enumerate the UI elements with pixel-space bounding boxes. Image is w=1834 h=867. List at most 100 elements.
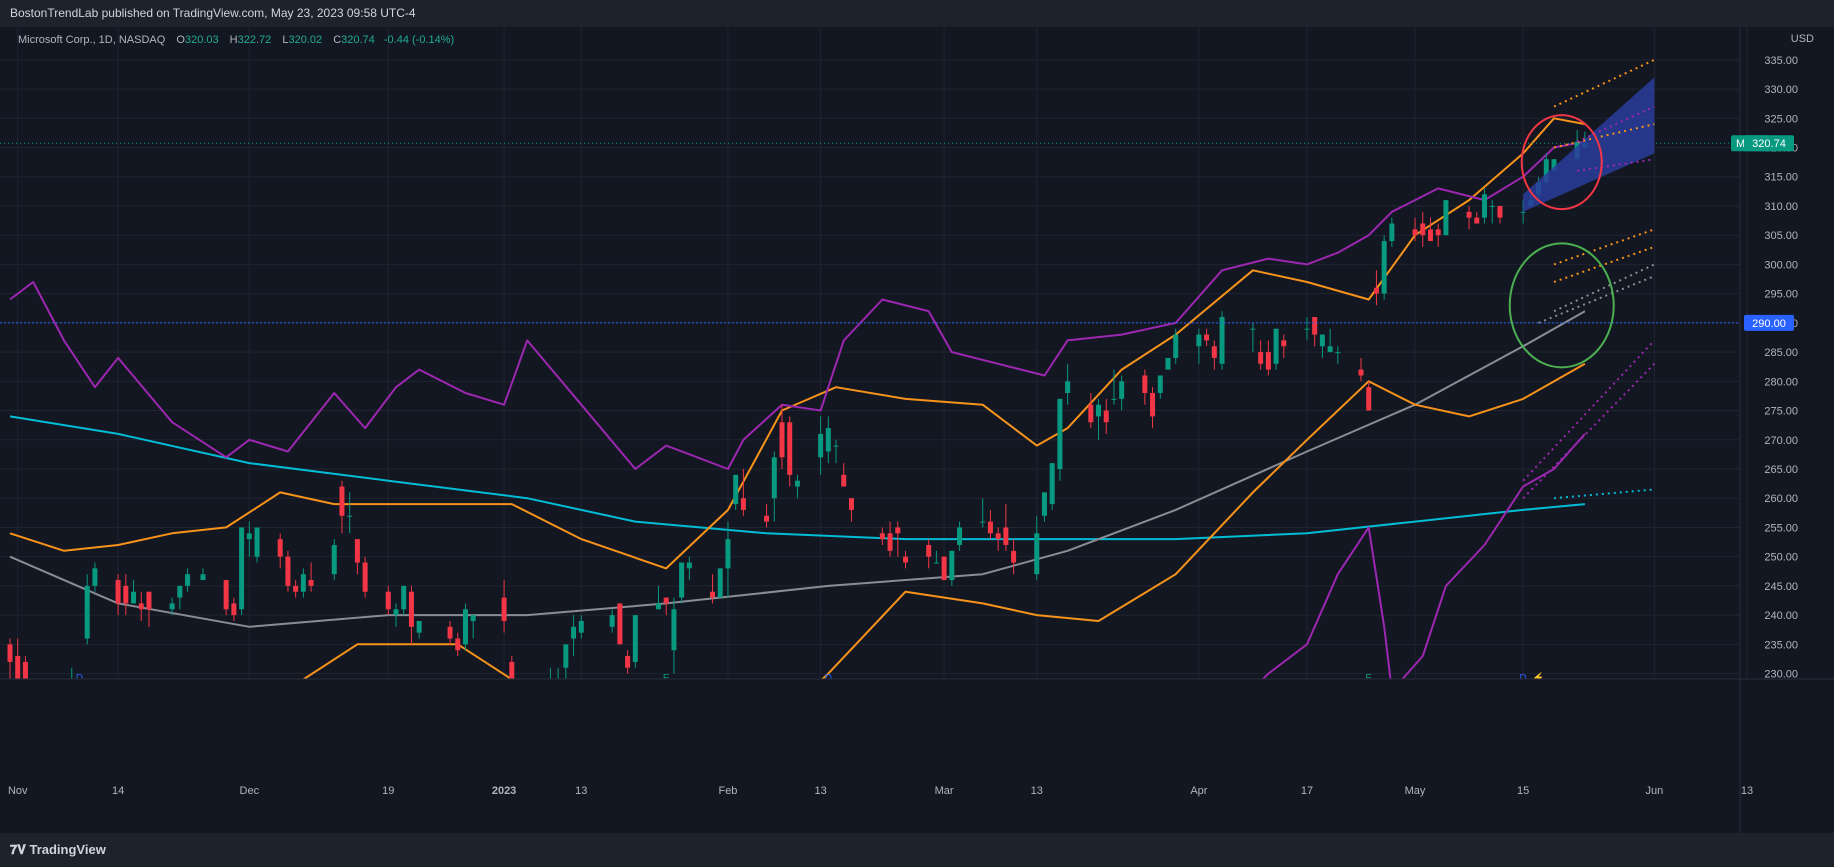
candle-body xyxy=(848,498,854,510)
candle xyxy=(1142,369,1148,405)
candle xyxy=(1211,340,1217,370)
candle-body xyxy=(671,609,677,651)
candle xyxy=(92,562,98,592)
candle-body xyxy=(1489,205,1495,207)
candle-body xyxy=(617,603,623,645)
candle-body xyxy=(794,480,800,487)
price-chart[interactable]: D E D E D ⚡ 335.00330.00325.00320.00315.00310… xyxy=(0,27,1834,833)
candle-body xyxy=(517,691,522,720)
candle-body xyxy=(1497,205,1503,218)
candle xyxy=(131,580,137,604)
price-tick-label: 245.00 xyxy=(1764,581,1798,593)
candle xyxy=(1057,398,1063,481)
candle xyxy=(764,504,770,528)
projection-purple-low-b xyxy=(1522,363,1656,499)
candle-body xyxy=(347,515,353,517)
candle xyxy=(632,615,638,668)
time-tick-label: 13 xyxy=(814,785,826,797)
candle-body xyxy=(941,556,947,581)
price-tick-label: 260.00 xyxy=(1764,493,1798,505)
candle xyxy=(679,562,685,604)
candle xyxy=(1165,357,1171,370)
candle xyxy=(1273,328,1279,370)
candle-body xyxy=(733,474,739,505)
event-marker-label: D xyxy=(1520,673,1527,684)
candle-body xyxy=(1065,381,1071,394)
candle xyxy=(987,509,993,540)
candle-body xyxy=(1312,317,1318,335)
candle-body xyxy=(393,609,399,616)
level-price-tag-bg xyxy=(1744,314,1794,331)
price-tick-label: 235.00 xyxy=(1764,639,1798,651)
event-marker[interactable]: ⚡ xyxy=(1531,671,1547,712)
high-label: H xyxy=(229,34,238,46)
candle-body xyxy=(717,568,723,598)
event-marker[interactable]: E xyxy=(658,673,674,712)
candle-body xyxy=(987,521,993,534)
candle-body xyxy=(933,562,939,564)
bollinger-upper-line xyxy=(9,117,1586,570)
candle xyxy=(362,556,368,598)
close-label: C xyxy=(333,34,342,46)
candle xyxy=(1489,200,1495,224)
price-tick-label: 310.00 xyxy=(1764,201,1798,213)
last-price-tag: 320.74 xyxy=(1744,135,1794,152)
time-tick-label: 2023 xyxy=(492,785,516,797)
price-tick-label: 280.00 xyxy=(1764,376,1798,388)
candle-body xyxy=(401,585,407,610)
candle-body xyxy=(663,597,669,604)
candle xyxy=(1011,539,1017,575)
time-tick-label: Mar xyxy=(935,785,954,797)
event-marker[interactable]: D xyxy=(1515,673,1531,712)
candle-body xyxy=(879,533,885,540)
candle-body xyxy=(1520,211,1526,213)
purple-indicator-line xyxy=(9,140,1586,470)
candle-body xyxy=(1435,229,1441,236)
price-tick-label: 255.00 xyxy=(1764,522,1798,534)
candle xyxy=(385,585,391,616)
candle xyxy=(185,568,191,592)
event-marker-circle xyxy=(820,696,836,712)
candle-body xyxy=(1319,334,1325,347)
candle-body xyxy=(1443,200,1449,236)
candle xyxy=(1335,346,1341,364)
candle-body xyxy=(293,585,299,592)
candle-body xyxy=(138,603,144,610)
candle xyxy=(571,615,577,657)
candle xyxy=(1196,328,1202,364)
candle xyxy=(1466,205,1472,230)
candle-body xyxy=(185,574,191,586)
event-marker[interactable]: E xyxy=(1361,673,1377,712)
candle xyxy=(1373,270,1379,306)
candle xyxy=(710,574,716,604)
price-tick-label: 275.00 xyxy=(1764,406,1798,418)
price-tick-label: 305.00 xyxy=(1764,230,1798,242)
level-price-tag: 290.00 xyxy=(1744,314,1794,331)
candle xyxy=(1327,328,1333,353)
symbol-legend: Microsoft Corp., 1D, NASDAQ O320.03 H322… xyxy=(18,34,454,46)
event-marker[interactable]: D xyxy=(820,673,836,712)
candle xyxy=(617,603,623,645)
candle-body xyxy=(1466,211,1472,218)
tradingview-logo[interactable]: 𝟕𝐕 TradingView xyxy=(0,842,106,857)
projection-purple-mid xyxy=(1577,158,1655,172)
candle-body xyxy=(1196,334,1202,347)
chart-pane[interactable]: DEDED⚡ 335.00330.00325.00320.00315.00310… xyxy=(0,27,1834,833)
candle xyxy=(957,521,963,551)
candle-body xyxy=(62,691,67,720)
candle xyxy=(818,416,824,475)
event-marker[interactable]: D xyxy=(71,673,87,712)
candle xyxy=(71,667,73,679)
candle-body xyxy=(501,597,507,621)
level-price-tag-text: 290.00 xyxy=(1752,318,1786,330)
time-tick-label: 13 xyxy=(1741,785,1753,797)
candle-body xyxy=(1335,352,1341,354)
candle xyxy=(1497,205,1503,224)
candle xyxy=(933,550,939,564)
price-tick-label: 230.00 xyxy=(1764,669,1798,681)
event-marker-label: ⚡ xyxy=(1532,671,1544,684)
candle-body xyxy=(331,544,337,575)
price-tick-label: 285.00 xyxy=(1764,347,1798,359)
candle xyxy=(779,404,785,469)
candle xyxy=(1250,322,1256,353)
